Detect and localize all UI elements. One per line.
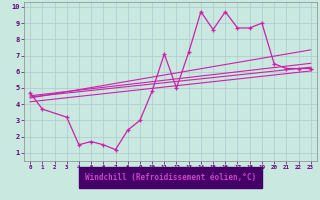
X-axis label: Windchill (Refroidissement éolien,°C): Windchill (Refroidissement éolien,°C)	[85, 173, 256, 182]
